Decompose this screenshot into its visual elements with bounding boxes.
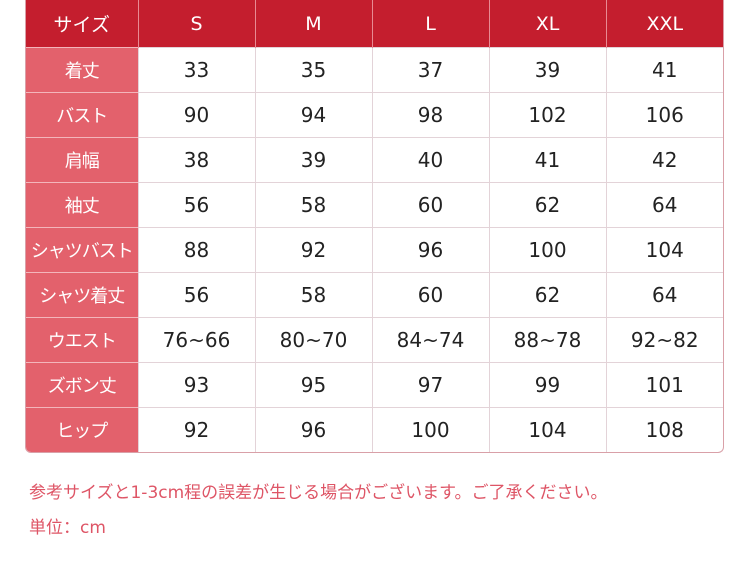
table-cell: 92 bbox=[254, 227, 372, 273]
table-cell: 62 bbox=[488, 272, 606, 318]
table-cell: 88~78 bbox=[488, 317, 606, 363]
header-size-xxl: XXL bbox=[606, 0, 723, 48]
table-cell: 94 bbox=[254, 92, 372, 138]
table-cell: 37 bbox=[371, 47, 489, 93]
header-size-xl: XL bbox=[489, 0, 607, 48]
table-cell: 100 bbox=[371, 407, 489, 452]
table-row: ズボン丈 93 95 97 99 101 bbox=[26, 362, 723, 408]
table-cell: 95 bbox=[254, 362, 372, 408]
table-cell: 99 bbox=[488, 362, 606, 408]
table-cell: 56 bbox=[137, 272, 255, 318]
table-cell: 98 bbox=[371, 92, 489, 138]
table-cell: 64 bbox=[605, 182, 723, 228]
table-body: 着丈 33 35 37 39 41 バスト 90 94 98 102 106 肩幅 38 39 40 41 42 袖… bbox=[26, 47, 723, 452]
table-cell: 104 bbox=[488, 407, 606, 452]
table-cell: 100 bbox=[488, 227, 606, 273]
table-cell: 60 bbox=[371, 272, 489, 318]
header-row: サイズ S M L XL XXL bbox=[26, 0, 723, 48]
row-label: バスト bbox=[26, 92, 138, 138]
table-cell: 56 bbox=[137, 182, 255, 228]
table-row: バスト 90 94 98 102 106 bbox=[26, 92, 723, 138]
table-cell: 96 bbox=[371, 227, 489, 273]
row-label: ズボン丈 bbox=[26, 362, 138, 408]
table-cell: 96 bbox=[254, 407, 372, 452]
table-cell: 90 bbox=[137, 92, 255, 138]
table-cell: 58 bbox=[254, 272, 372, 318]
table-cell: 92~82 bbox=[605, 317, 723, 363]
row-label: 着丈 bbox=[26, 47, 138, 93]
row-label: 袖丈 bbox=[26, 182, 138, 228]
table-cell: 38 bbox=[137, 137, 255, 183]
header-corner: サイズ bbox=[26, 0, 139, 48]
row-label: シャツバスト bbox=[26, 227, 138, 273]
table-cell: 80~70 bbox=[254, 317, 372, 363]
table-row: シャツバスト 88 92 96 100 104 bbox=[26, 227, 723, 273]
size-table-container: サイズ S M L XL XXL 着丈 33 35 37 39 41 バスト 90 94 98 102 106… bbox=[25, 0, 724, 453]
table-cell: 104 bbox=[605, 227, 723, 273]
table-row: ヒップ 92 96 100 104 108 bbox=[26, 407, 723, 452]
table-row: 袖丈 56 58 60 62 64 bbox=[26, 182, 723, 228]
table-cell: 97 bbox=[371, 362, 489, 408]
table-cell: 39 bbox=[488, 47, 606, 93]
table-cell: 58 bbox=[254, 182, 372, 228]
disclaimer-note: 参考サイズと1-3cm程の誤差が生じる場合がございます。ご了承ください。 bbox=[29, 483, 608, 503]
table-cell: 41 bbox=[488, 137, 606, 183]
table-cell: 92 bbox=[137, 407, 255, 452]
row-label: ウエスト bbox=[26, 317, 138, 363]
unit-note: 単位：cm bbox=[29, 518, 106, 538]
table-cell: 60 bbox=[371, 182, 489, 228]
table-cell: 62 bbox=[488, 182, 606, 228]
table-cell: 41 bbox=[605, 47, 723, 93]
size-table: サイズ S M L XL XXL 着丈 33 35 37 39 41 バスト 90 94 98 102 106… bbox=[26, 0, 723, 452]
table-row: 肩幅 38 39 40 41 42 bbox=[26, 137, 723, 183]
table-cell: 93 bbox=[137, 362, 255, 408]
table-cell: 42 bbox=[605, 137, 723, 183]
table-cell: 33 bbox=[137, 47, 255, 93]
table-row: ウエスト 76~66 80~70 84~74 88~78 92~82 bbox=[26, 317, 723, 363]
table-cell: 108 bbox=[605, 407, 723, 452]
table-row: シャツ着丈 56 58 60 62 64 bbox=[26, 272, 723, 318]
header-size-s: S bbox=[138, 0, 256, 48]
table-cell: 39 bbox=[254, 137, 372, 183]
table-cell: 84~74 bbox=[371, 317, 489, 363]
table-cell: 88 bbox=[137, 227, 255, 273]
row-label: 肩幅 bbox=[26, 137, 138, 183]
header-size-m: M bbox=[255, 0, 373, 48]
table-cell: 102 bbox=[488, 92, 606, 138]
row-label: ヒップ bbox=[26, 407, 138, 452]
row-label: シャツ着丈 bbox=[26, 272, 138, 318]
table-cell: 35 bbox=[254, 47, 372, 93]
table-row: 着丈 33 35 37 39 41 bbox=[26, 47, 723, 93]
header-size-l: L bbox=[372, 0, 490, 48]
table-cell: 64 bbox=[605, 272, 723, 318]
table-cell: 101 bbox=[605, 362, 723, 408]
table-cell: 40 bbox=[371, 137, 489, 183]
table-cell: 106 bbox=[605, 92, 723, 138]
table-cell: 76~66 bbox=[137, 317, 255, 363]
